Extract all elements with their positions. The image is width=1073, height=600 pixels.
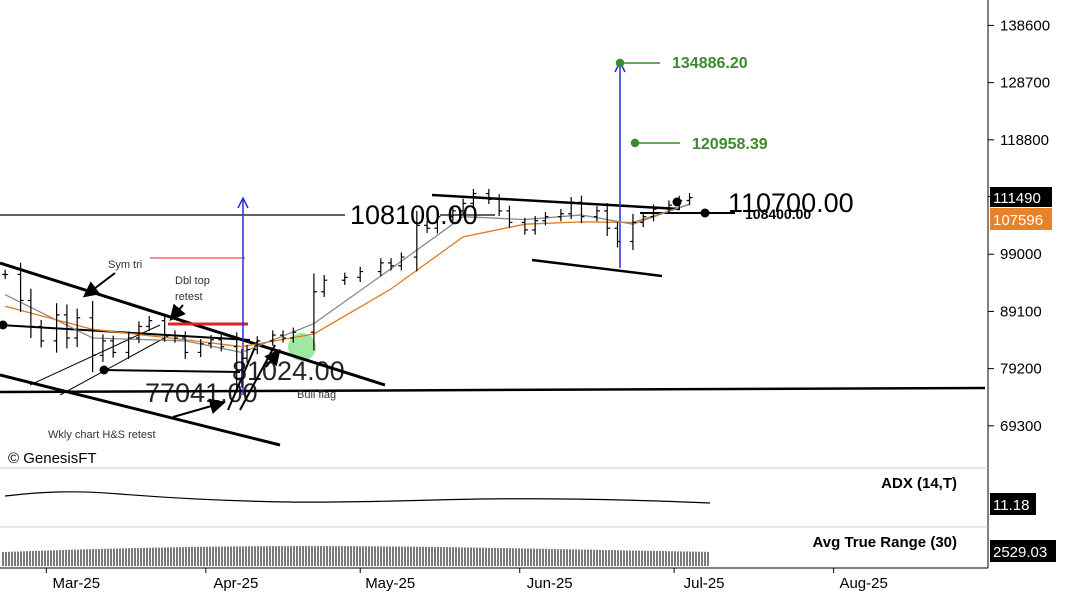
y-tick-label: 99000	[1000, 246, 1042, 263]
flag-lower	[531, 258, 663, 278]
price-bars	[2, 188, 693, 393]
breakout-highlight	[288, 333, 316, 361]
atr-title: Avg True Range (30)	[813, 534, 957, 551]
label-81024: 81024.00	[232, 356, 345, 386]
y-tick-label: 69300	[1000, 418, 1042, 435]
y-axis: 138600 128700 118800 99000 89100 79200 69300	[988, 17, 1050, 435]
label-retest: retest	[175, 291, 203, 303]
adx-value-box	[990, 493, 1036, 515]
ma-value-box	[990, 208, 1052, 230]
label-108100: 108100.00	[350, 200, 478, 230]
lower-channel-line	[0, 373, 281, 447]
label-hs-retest: Wkly chart H&S retest	[48, 429, 156, 441]
annotation-arrows	[82, 272, 281, 418]
last-price-box	[990, 187, 1052, 207]
ma-slow-line	[4, 203, 690, 348]
pivot-point-1	[99, 365, 109, 375]
target-label-1: 134886.20	[672, 55, 748, 72]
adx-value: 11.18	[993, 497, 1029, 514]
y-tick-label: 79200	[1000, 361, 1042, 378]
label-77041: 77041.00	[145, 378, 258, 408]
pivot-point-3	[700, 208, 710, 218]
atr-value-box	[990, 540, 1056, 562]
label-110700: 110700.00	[728, 188, 854, 218]
x-tick-label: May-25	[365, 575, 415, 592]
arrow-dbl-top	[169, 303, 186, 322]
label-108400: 108400.00	[745, 206, 811, 222]
h-line-low	[99, 369, 241, 373]
watermark: © GenesisFT	[8, 450, 97, 467]
projections	[237, 60, 626, 395]
arrow-sym-tri	[82, 272, 116, 298]
adx-title: ADX (14,T)	[881, 475, 957, 492]
target-label-2: 120958.39	[692, 136, 768, 153]
support-line	[0, 386, 986, 394]
adx-line	[4, 491, 711, 504]
atr-histogram	[2, 546, 709, 566]
label-dbl-top: Dbl top	[175, 275, 210, 287]
label-bull-flag: Bull flag	[297, 389, 336, 401]
ma_slow-path	[4, 203, 690, 348]
y-tick-label: 118800	[1000, 132, 1049, 149]
y-tick-label: 138600	[1000, 17, 1050, 34]
target-dot-2	[630, 138, 640, 148]
projection-arrow-1	[237, 196, 249, 209]
y-tick-label: 89100	[1000, 303, 1042, 320]
x-tick-label: Mar-25	[53, 575, 101, 592]
y-tick-label: 128700	[1000, 75, 1050, 92]
last-price-value: 111490	[993, 190, 1041, 207]
target-dot-1	[615, 58, 625, 68]
atr-value: 2529.03	[993, 544, 1047, 561]
label-sym-tri: Sym tri	[108, 259, 142, 271]
tri-line-2	[59, 334, 171, 396]
arrow-flag	[264, 348, 281, 368]
targets	[615, 58, 680, 148]
x-tick-label: Aug-25	[839, 575, 887, 592]
x-tick-label: Apr-25	[213, 575, 258, 592]
arrow-hs	[172, 398, 226, 418]
x-axis: Mar-25 Apr-25 May-25 Jun-25 Jul-25 Aug-25	[45, 568, 888, 592]
x-tick-label: Jul-25	[684, 575, 725, 592]
x-tick-label: Jun-25	[527, 575, 573, 592]
ma-value: 107596	[993, 212, 1043, 229]
pivot-point-4	[0, 320, 8, 330]
